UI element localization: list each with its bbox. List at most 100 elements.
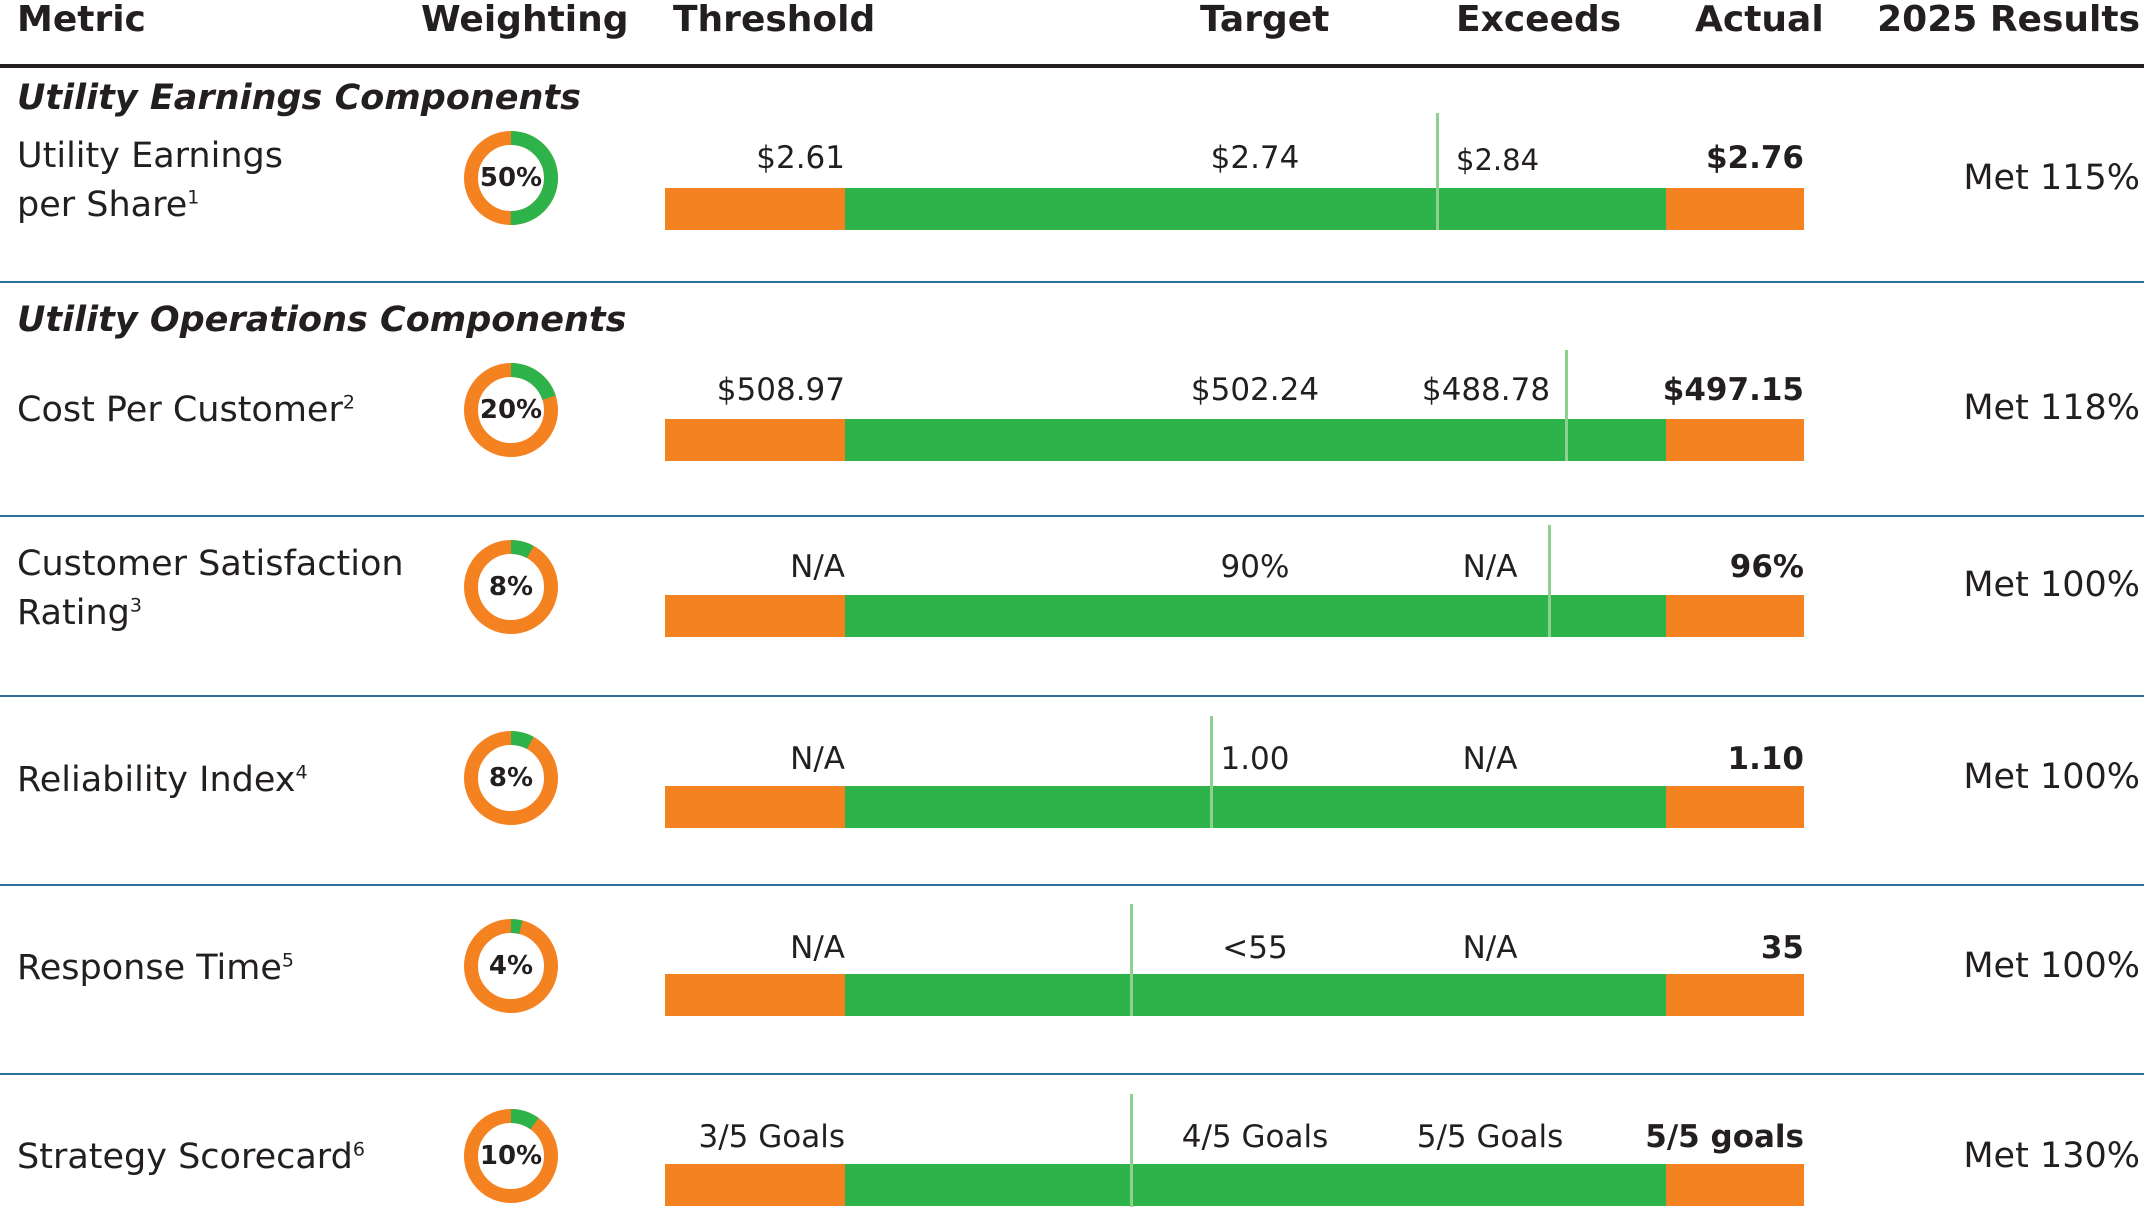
metric-name-line2: per Share [17, 185, 188, 225]
actual-value: 1.10 [1727, 741, 1805, 777]
exceeds-value: N/A [1462, 549, 1518, 585]
result-value: Met 100% [1963, 757, 2140, 797]
bar-segment-above-range [1666, 974, 1804, 1016]
bar-segment-payout-range [845, 188, 1666, 230]
footnote-marker: 3 [129, 594, 142, 617]
metric-name: Customer Satisfaction Rating3 [17, 540, 404, 638]
header-actual: Actual [1695, 0, 1824, 40]
donut-chart [464, 131, 558, 225]
metric-name: Response Time5 [17, 944, 294, 993]
target-value: 90% [1220, 549, 1290, 585]
actual-value: 5/5 goals [1645, 1119, 1804, 1155]
performance-bar [665, 188, 1804, 230]
row-divider [0, 695, 2144, 697]
actual-value: 35 [1760, 930, 1804, 966]
threshold-value: 3/5 Goals [698, 1119, 846, 1155]
bar-segment-above-range [1666, 1164, 1804, 1206]
weighting-donut: 50% [461, 128, 561, 228]
result-value: Met 118% [1963, 388, 2140, 428]
actual-marker [1436, 113, 1439, 230]
bar-segment-below-threshold [665, 786, 845, 828]
footnote-marker: 2 [342, 391, 355, 414]
performance-bar [665, 595, 1804, 637]
donut-chart [464, 540, 558, 634]
bar-segment-below-threshold [665, 974, 845, 1016]
footnote-marker: 4 [295, 761, 308, 784]
donut-weight-arc [464, 131, 558, 225]
weighting-donut: 20% [461, 360, 561, 460]
bar-segment-above-range [1666, 786, 1804, 828]
weighting-donut: 10% [461, 1106, 561, 1206]
bar-segment-payout-range [845, 974, 1666, 1016]
metric-name: Cost Per Customer2 [17, 386, 355, 435]
result-value: Met 100% [1963, 565, 2140, 605]
actual-marker [1130, 904, 1133, 1016]
actual-marker [1548, 525, 1551, 637]
actual-value: 96% [1729, 549, 1804, 585]
bar-segment-above-range [1666, 188, 1804, 230]
weighting-label: 10% [479, 1141, 543, 1171]
performance-bar [665, 786, 1804, 828]
row-divider [0, 515, 2144, 517]
bar-segment-below-threshold [665, 419, 845, 461]
metric-name-line1: Customer Satisfaction [17, 544, 404, 584]
donut-weight-arc [464, 540, 558, 634]
bar-segment-payout-range [845, 786, 1666, 828]
footnote-marker: 1 [187, 186, 200, 209]
weighting-donut: 8% [461, 537, 561, 637]
metric-name: Utility Earnings per Share1 [17, 132, 283, 230]
table-header: Metric Weighting Threshold Target Exceed… [0, 0, 2144, 68]
threshold-value: $2.61 [756, 140, 845, 176]
weighting-label: 4% [488, 951, 534, 981]
donut-chart [464, 1109, 558, 1203]
exceeds-value: $488.78 [1421, 372, 1551, 408]
target-value: $502.24 [1190, 372, 1320, 408]
actual-marker [1130, 1094, 1133, 1207]
performance-bar [665, 419, 1804, 461]
header-target: Target [1200, 0, 1330, 40]
exceeds-value: 5/5 Goals [1416, 1119, 1564, 1155]
donut-weight-arc [464, 363, 558, 457]
target-value: <55 [1222, 930, 1288, 966]
section-title-operations: Utility Operations Components [17, 300, 627, 340]
weighting-label: 8% [488, 572, 534, 602]
performance-bar [665, 974, 1804, 1016]
weighting-label: 8% [488, 763, 534, 793]
header-exceeds: Exceeds [1456, 0, 1622, 40]
threshold-value: N/A [790, 930, 845, 966]
bar-segment-below-threshold [665, 1164, 845, 1206]
bar-segment-payout-range [845, 595, 1666, 637]
donut-chart [464, 731, 558, 825]
row-divider [0, 1073, 2144, 1075]
section-title-earnings: Utility Earnings Components [17, 78, 581, 118]
exceeds-value: N/A [1462, 741, 1518, 777]
donut-chart [464, 919, 558, 1013]
footnote-marker: 5 [281, 949, 294, 972]
metric-name-line1: Response Time [17, 948, 282, 988]
weighting-donut: 8% [461, 728, 561, 828]
bar-segment-above-range [1666, 419, 1804, 461]
header-threshold: Threshold [673, 0, 876, 40]
metric-name-line1: Cost Per Customer [17, 390, 343, 430]
bar-segment-payout-range [845, 419, 1666, 461]
metric-name-line2: Rating [17, 593, 130, 633]
metric-name-line1: Utility Earnings [17, 136, 283, 176]
donut-chart [464, 363, 558, 457]
header-weighting: Weighting [421, 0, 629, 40]
bar-segment-below-threshold [665, 595, 845, 637]
metric-name: Reliability Index4 [17, 756, 308, 805]
header-2025-results: 2025 Results [1877, 0, 2140, 40]
target-value: $2.74 [1210, 140, 1300, 176]
bar-segment-below-threshold [665, 188, 845, 230]
bar-segment-above-range [1666, 595, 1804, 637]
actual-marker [1210, 716, 1213, 828]
threshold-value: $508.97 [716, 372, 845, 408]
weighting-label: 20% [479, 395, 543, 425]
target-value: 4/5 Goals [1181, 1119, 1329, 1155]
metric-name-line1: Strategy Scorecard [17, 1137, 353, 1177]
result-value: Met 100% [1963, 946, 2140, 986]
actual-marker [1565, 350, 1568, 461]
header-metric: Metric [17, 0, 146, 40]
bar-segment-payout-range [845, 1164, 1666, 1206]
actual-value: $2.76 [1705, 140, 1804, 176]
